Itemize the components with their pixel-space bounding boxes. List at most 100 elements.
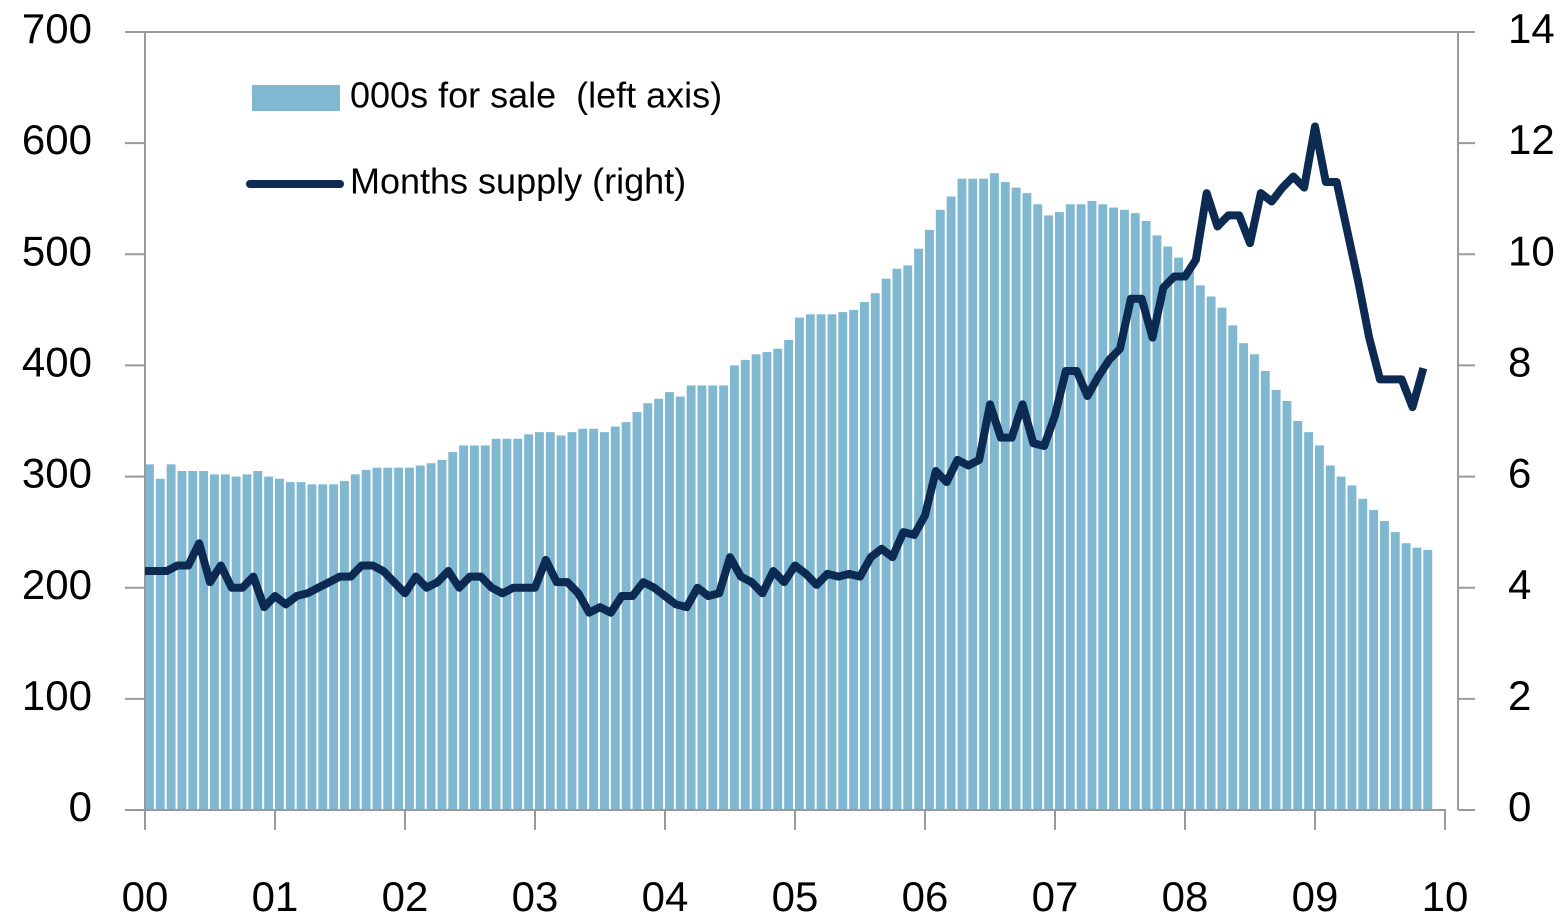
legend-swatch (252, 85, 340, 111)
bar (1033, 204, 1043, 810)
bar (1065, 204, 1075, 810)
bar (860, 302, 869, 810)
x-tick-label: 01 (252, 873, 299, 920)
bar (394, 467, 404, 810)
bar (1130, 213, 1140, 811)
bar (1315, 445, 1324, 810)
y-tick-label: 200 (22, 561, 92, 608)
bar (816, 314, 826, 810)
bar (1152, 235, 1162, 811)
bar (383, 467, 393, 810)
bar (1087, 200, 1097, 811)
bar (849, 309, 859, 810)
y2-tick-label: 6 (1508, 450, 1531, 497)
bar (1206, 296, 1216, 810)
bar (1412, 547, 1422, 810)
bar (1260, 370, 1270, 810)
bar (470, 445, 479, 810)
bar (231, 476, 241, 810)
bar (946, 196, 956, 810)
bar (155, 478, 165, 810)
line (145, 122, 1428, 617)
bar (1217, 307, 1227, 810)
bar (1174, 257, 1184, 810)
bar (253, 471, 263, 810)
bar (220, 474, 230, 810)
bar (372, 467, 382, 810)
x-tick-label: 07 (1032, 873, 1079, 920)
bar (405, 467, 414, 810)
bar (578, 428, 588, 810)
bar (480, 445, 490, 810)
bar (795, 317, 804, 810)
bar (535, 432, 544, 810)
bar (1044, 215, 1054, 810)
bar (340, 481, 349, 810)
bar (166, 464, 176, 810)
bar (1390, 532, 1400, 810)
legend-label: 000s for sale (left axis) (350, 75, 722, 116)
bar (296, 482, 306, 810)
bar (1055, 212, 1064, 811)
bar (1293, 421, 1303, 810)
bar (968, 178, 978, 811)
bar (1109, 207, 1119, 810)
bar (1141, 220, 1151, 810)
x-tick-label: 03 (512, 873, 559, 920)
y-tick-label: 0 (69, 783, 92, 830)
bar (740, 359, 750, 810)
bar (361, 469, 371, 810)
bar (1239, 343, 1249, 810)
bar (318, 484, 328, 810)
bar (448, 452, 458, 810)
bar (827, 314, 837, 810)
bar (719, 385, 729, 810)
bar (610, 426, 620, 810)
bar (979, 178, 989, 811)
bar (1347, 485, 1357, 810)
bar (177, 471, 187, 810)
y-tick-label: 400 (22, 339, 92, 386)
bar (502, 438, 512, 810)
bar (329, 484, 339, 810)
bar (242, 474, 252, 810)
bar (1250, 354, 1259, 810)
y-tick-label: 600 (22, 116, 92, 163)
x-tick-label: 00 (122, 873, 169, 920)
bar (1022, 193, 1032, 810)
bar (1228, 325, 1238, 810)
bar (935, 209, 945, 811)
bar (1358, 498, 1368, 810)
bar (1271, 389, 1281, 810)
bar (838, 312, 848, 810)
bar (1401, 543, 1411, 810)
bar (524, 434, 534, 810)
y-tick-label: 100 (22, 672, 92, 719)
x-tick-label: 09 (1292, 873, 1339, 920)
bar (589, 428, 599, 810)
x-tick-label: 06 (902, 873, 949, 920)
bar (350, 474, 360, 810)
y-tick-label: 300 (22, 450, 92, 497)
bar (632, 412, 642, 810)
x-tick-label: 04 (642, 873, 689, 920)
bar (925, 229, 934, 810)
bar (1163, 246, 1173, 810)
y-tick-label: 700 (22, 5, 92, 52)
bar (437, 459, 447, 810)
x-tick-label: 10 (1422, 873, 1469, 920)
bar (881, 278, 891, 810)
x-tick-label: 02 (382, 873, 429, 920)
bar (1325, 465, 1335, 810)
bar (730, 365, 739, 810)
bar (275, 478, 284, 810)
x-tick-label: 05 (772, 873, 819, 920)
bar (1304, 432, 1314, 810)
bar (1011, 187, 1021, 811)
bar (990, 173, 999, 810)
bar (1185, 270, 1194, 810)
bar (415, 465, 425, 810)
y2-tick-label: 4 (1508, 561, 1531, 608)
bar (600, 432, 609, 810)
